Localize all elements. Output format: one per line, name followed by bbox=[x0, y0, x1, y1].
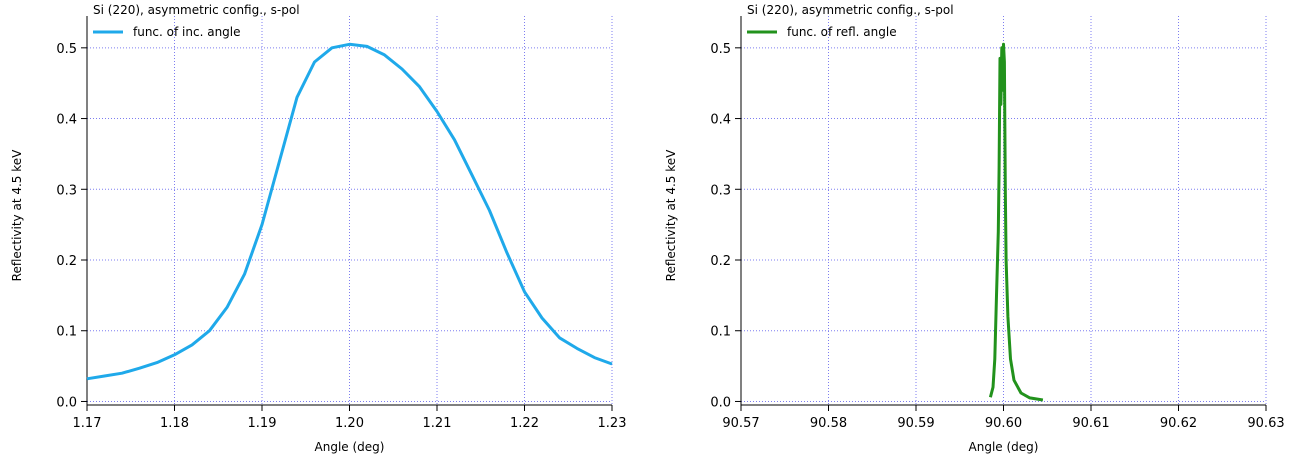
x-tick-label: 90.58 bbox=[810, 416, 847, 431]
x-tick-label: 1.20 bbox=[335, 416, 364, 431]
y-tick-label: 0.1 bbox=[56, 325, 77, 340]
y-tick-label: 0.1 bbox=[710, 325, 731, 340]
x-tick-label: 1.22 bbox=[510, 416, 539, 431]
y-tick-label: 0.5 bbox=[710, 42, 731, 57]
x-tick-label: 90.63 bbox=[1247, 416, 1284, 431]
x-axis-label: Angle (deg) bbox=[969, 440, 1039, 454]
x-tick-label: 90.61 bbox=[1072, 416, 1109, 431]
legend-title: Si (220), asymmetric config., s-pol bbox=[93, 3, 300, 17]
legend-entry: func. of inc. angle bbox=[133, 25, 241, 39]
y-axis-label: Reflectivity at 4.5 keV bbox=[10, 149, 24, 281]
chart-right-reflection-angle: 90.57 90.58 90.59 90.60 90.61 90.62 90.63 0.0 0.… bbox=[664, 3, 1285, 454]
y-tick-label: 0.0 bbox=[710, 395, 731, 410]
y-tick-label: 0.0 bbox=[56, 395, 77, 410]
y-tick-label: 0.2 bbox=[56, 254, 77, 269]
y-tick-label: 0.2 bbox=[710, 254, 731, 269]
legend-title: Si (220), asymmetric config., s-pol bbox=[747, 3, 954, 17]
x-tick-label: 90.62 bbox=[1160, 416, 1197, 431]
y-axis-label: Reflectivity at 4.5 keV bbox=[664, 149, 678, 281]
chart-left-incidence-angle: 1.17 1.18 1.19 1.20 1.21 1.22 1.23 0.0 0.1 0.2 0.3… bbox=[10, 3, 626, 454]
x-axis-label: Angle (deg) bbox=[315, 440, 385, 454]
series-line bbox=[988, 42, 1044, 402]
legend-entry: func. of refl. angle bbox=[787, 25, 897, 39]
x-tick-label: 1.21 bbox=[423, 416, 452, 431]
y-tick-label: 0.3 bbox=[710, 183, 731, 198]
y-tick-label: 0.4 bbox=[56, 113, 77, 128]
y-tick-label: 0.3 bbox=[56, 183, 77, 198]
x-tick-label: 1.17 bbox=[73, 416, 102, 431]
y-tick-label: 0.4 bbox=[710, 113, 731, 128]
x-tick-label: 1.23 bbox=[598, 416, 627, 431]
x-tick-label: 90.60 bbox=[985, 416, 1022, 431]
x-tick-label: 90.59 bbox=[897, 416, 934, 431]
x-tick-label: 1.19 bbox=[248, 416, 277, 431]
series-line bbox=[86, 42, 613, 381]
x-tick-label: 90.57 bbox=[722, 416, 759, 431]
y-tick-label: 0.5 bbox=[56, 42, 77, 57]
x-tick-label: 1.18 bbox=[160, 416, 189, 431]
